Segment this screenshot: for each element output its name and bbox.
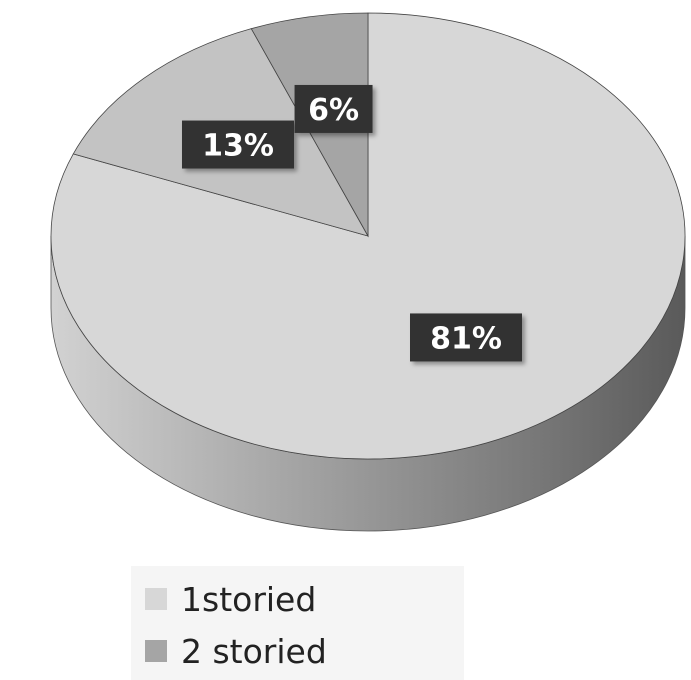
legend-item-2-storied: 2 storied [145,626,327,676]
pie-data-labels: 81% 13% 6% [181,84,522,362]
legend-swatch-1storied [145,588,167,610]
legend: 1storied 2 storied [131,566,464,680]
legend-item-1storied: 1storied [145,574,316,624]
pie-slice-81pct [50,12,686,460]
data-label-81pct: 81% [409,313,522,362]
legend-swatch-2-storied [145,640,167,662]
legend-label-2-storied: 2 storied [181,631,327,671]
svg-text:13%: 13% [202,129,274,164]
pie-top-face [50,12,686,460]
data-label-13pct: 13% [181,120,294,169]
svg-text:81%: 81% [430,321,502,356]
legend-label-1storied: 1storied [181,579,317,619]
svg-text:6%: 6% [308,93,359,128]
data-label-6pct: 6% [294,84,373,133]
